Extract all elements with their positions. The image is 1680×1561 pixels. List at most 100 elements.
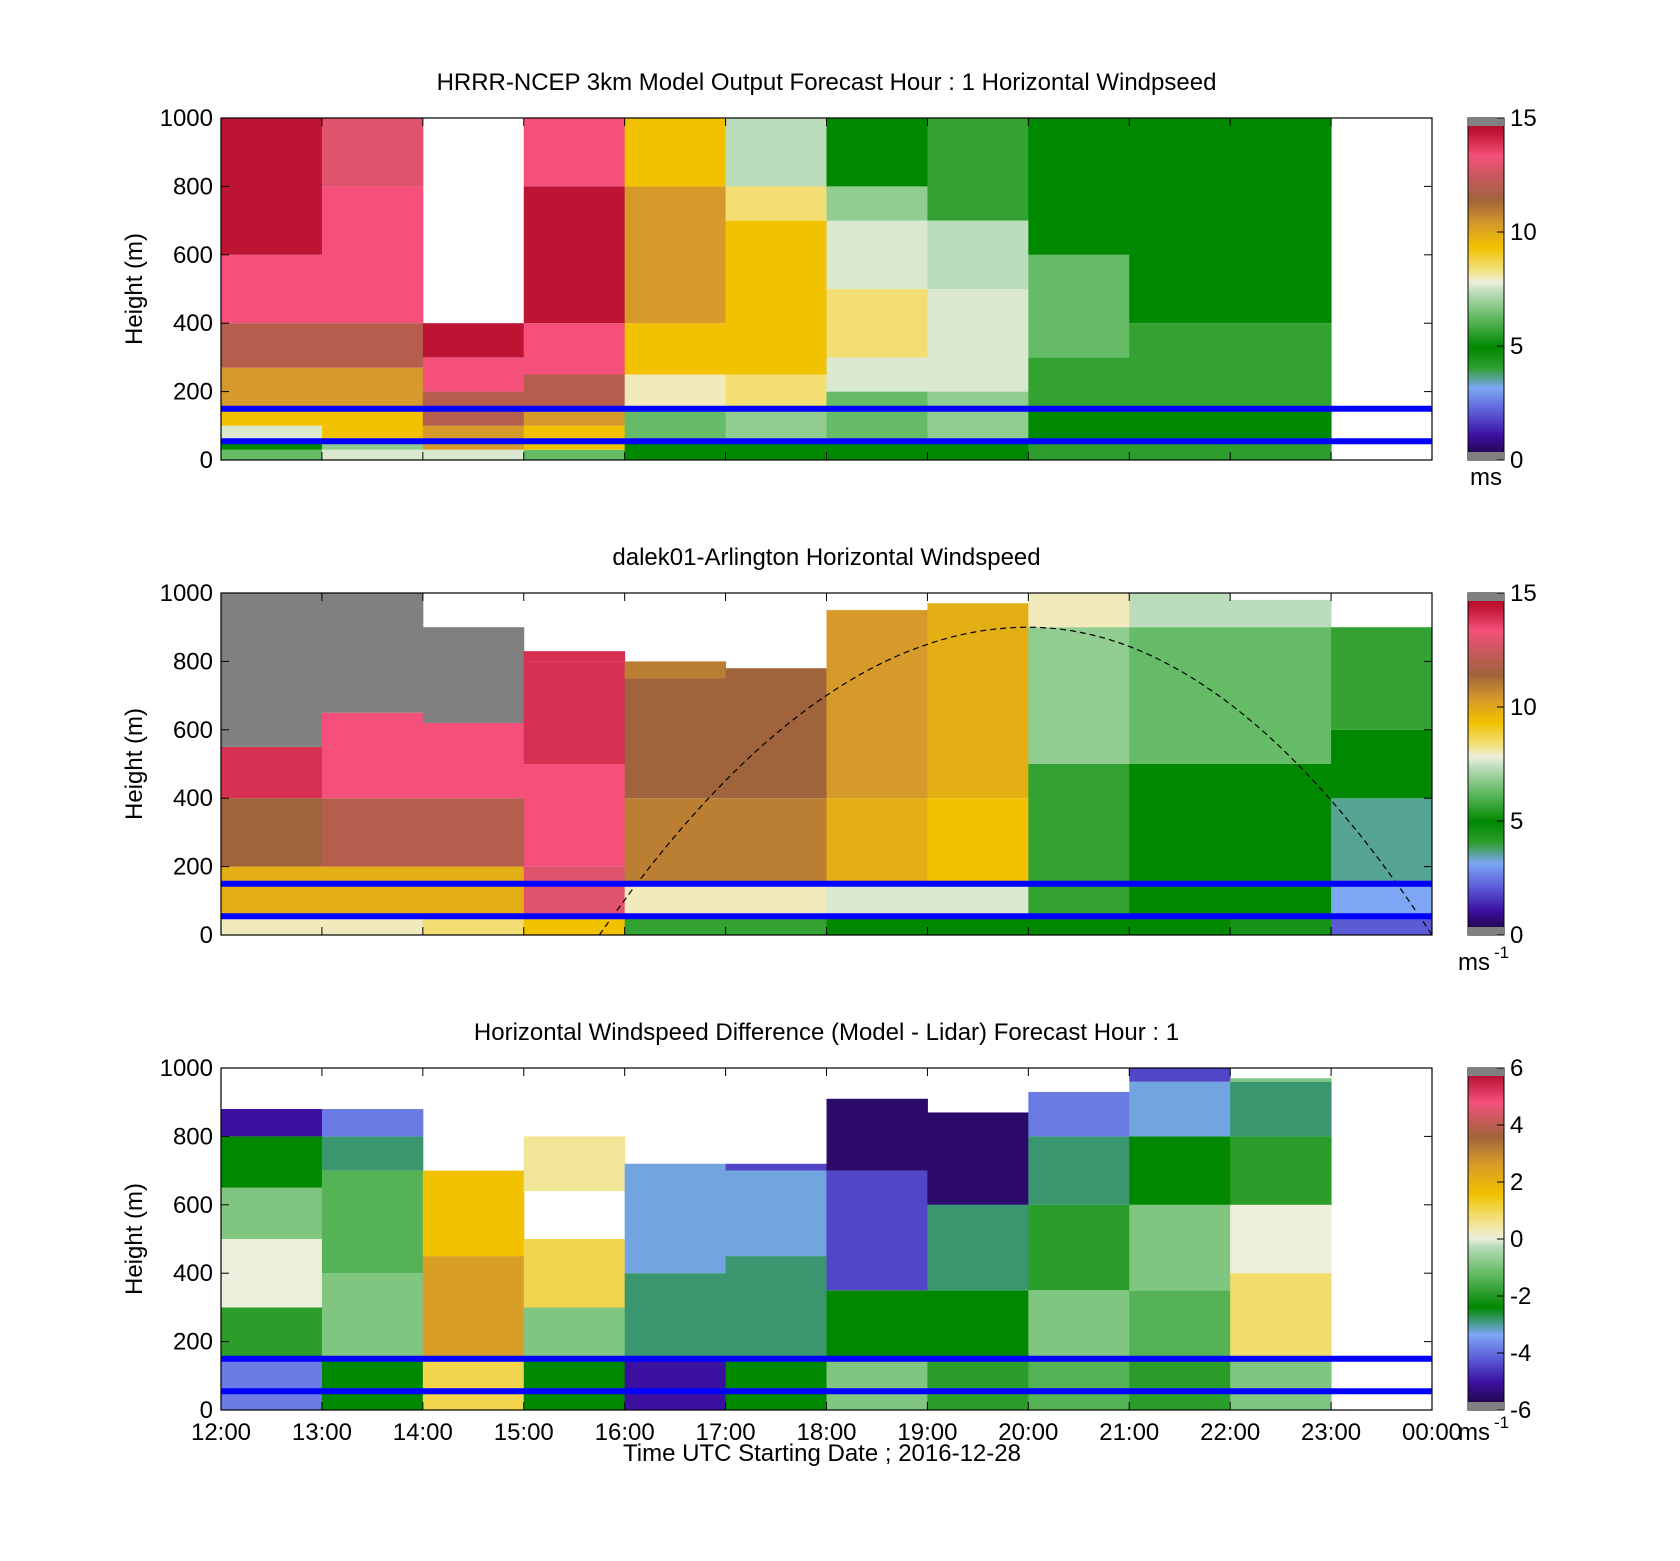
- panel-2-cell-8-2: [1028, 764, 1130, 884]
- panel-2-cell-2-4: [422, 627, 525, 723]
- x-tick-label-4: 16:00: [595, 1419, 655, 1446]
- panel-1-cell-0-1: [221, 439, 323, 450]
- panel-3-cell-9-3: [1129, 1136, 1231, 1205]
- panel-3-colorbar-over-cap: [1468, 1068, 1504, 1076]
- panel-1-colorbar-over-cap: [1468, 118, 1504, 126]
- x-tick-label-7: 19:00: [897, 1419, 957, 1446]
- panel-1-colorbar-tick-label-2: 10: [1510, 219, 1537, 246]
- panel-2-cell-1-2: [321, 798, 424, 867]
- panel-1-cell-1-4: [321, 323, 424, 368]
- panel-3-cell-5-2: [725, 1170, 827, 1257]
- panel-3-cell-8-1: [1028, 1290, 1130, 1359]
- panel-2: 0 200 400 600 800 1000 dalek01-Arlington Horiz…: [121, 544, 1537, 976]
- panel-3-cell-10-2: [1230, 1204, 1332, 1274]
- panel-1-cell-3-3: [523, 374, 626, 409]
- panel-1-cell-0-7: [221, 118, 323, 255]
- panel-3-cell-3-3: [523, 1136, 626, 1192]
- panel-3-colorbar-tick-label-6: 6: [1510, 1055, 1523, 1082]
- panel-3-cell-9-5: [1129, 1068, 1231, 1082]
- panel-2-cell-11-4: [1331, 627, 1433, 730]
- panel-3-cell-10-3: [1230, 1136, 1332, 1205]
- panel-1-colorbar-fill: [1467, 117, 1505, 461]
- panel-1-ytick-label-3: 600: [173, 242, 213, 269]
- panel-3-cell-6-3: [826, 1098, 928, 1171]
- panel-2-cell-2-1: [422, 866, 525, 915]
- panel-2-cell-11-2: [1331, 798, 1433, 884]
- panel-1-cell-2-4: [422, 323, 525, 358]
- panel-3-title: Horizontal Windspeed Difference (Model -…: [474, 1019, 1179, 1046]
- panel-1-cell-7-1: [927, 391, 1029, 440]
- panel-2-cell-7-2: [927, 798, 1029, 884]
- panel-1-cell-9-2: [1129, 323, 1231, 409]
- panel-3-cell-10-5: [1230, 1078, 1332, 1082]
- panel-1-cell-1-1: [321, 439, 424, 450]
- panel-1-cell-6-2: [826, 357, 928, 392]
- panel-3-cell-9-1: [1129, 1290, 1231, 1359]
- panel-2-cell-0-4: [221, 593, 323, 747]
- panel-2-cell-5-1: [725, 883, 827, 915]
- panel-1-cell-3-4: [523, 323, 626, 375]
- panel-1-cell-0-4: [221, 367, 323, 409]
- panel-1-cell-3-0: [523, 449, 626, 460]
- panel-3-cell-0-5: [221, 1109, 323, 1137]
- panel-2-cell-10-3: [1230, 627, 1332, 764]
- panel-1-cell-6-5: [826, 186, 928, 221]
- panel-3-cell-7-2: [927, 1204, 1029, 1291]
- x-tick-label-11: 23:00: [1301, 1419, 1361, 1446]
- panel-3-ytick-label-1: 200: [173, 1329, 213, 1356]
- panel-1-cell-4-5: [624, 118, 727, 187]
- panel-2-cell-10-2: [1230, 764, 1332, 884]
- x-tick-label-12: 00:00: [1402, 1419, 1462, 1446]
- panel-1-cell-10-2: [1230, 323, 1332, 409]
- panel-2-colorbar-over-cap: [1468, 593, 1504, 601]
- panel-1-cell-5-3: [725, 220, 827, 375]
- panel-1: 0 200 400 600 800 1000 HRRR-NCEP 3km Model Out…: [121, 69, 1537, 491]
- panel-1-ylabel: Height (m): [121, 233, 148, 345]
- panel-2-cell-9-1: [1129, 883, 1231, 915]
- panel-3-cell-3-1: [523, 1307, 626, 1359]
- panel-1-colorbar: 0 5 10 15 ms: [1467, 105, 1537, 491]
- panel-2-cell-0-0: [221, 914, 323, 935]
- panel-2-cell-3-2: [523, 764, 626, 867]
- panel-2-colorbar-tick-label-2: 10: [1510, 694, 1537, 721]
- panel-2-cell-5-0: [725, 914, 827, 935]
- panel-1-cell-3-5: [523, 186, 626, 324]
- panel-3-cell-5-0: [725, 1358, 827, 1410]
- panel-1-cell-3-1: [523, 425, 626, 450]
- x-tick-label-1: 13:00: [292, 1419, 352, 1446]
- panel-3-cell-2-1: [422, 1256, 525, 1359]
- panel-2-ytick-label-0: 0: [200, 922, 213, 949]
- panel-3-colorbar-unit: ms: [1458, 1419, 1490, 1446]
- panel-1-cell-4-4: [624, 186, 727, 324]
- panel-2-cell-0-2: [221, 798, 323, 867]
- panel-3-cell-6-0: [826, 1358, 928, 1410]
- panel-2-cell-9-0: [1129, 914, 1231, 935]
- panel-1-cell-8-1: [1028, 408, 1130, 440]
- panel-2-colorbar-fill: [1467, 592, 1505, 936]
- panel-2-cell-4-3: [624, 678, 727, 799]
- panel-3-cell-9-0: [1129, 1358, 1231, 1410]
- panel-3-cell-8-2: [1028, 1204, 1130, 1291]
- panel-3-cell-5-1: [725, 1256, 827, 1359]
- panel-2-cell-3-4: [523, 651, 626, 662]
- panel-2-cell-3-1: [523, 866, 626, 915]
- panel-2-colorbar-tick-label-3: 15: [1510, 580, 1537, 607]
- panel-2-cell-7-0: [927, 914, 1029, 935]
- x-tick-label-2: 14:00: [393, 1419, 453, 1446]
- panel-3-cell-8-0: [1028, 1358, 1130, 1410]
- panel-1-cell-0-5: [221, 323, 323, 368]
- panel-2-cell-6-0: [826, 914, 928, 935]
- panel-1-title: HRRR-NCEP 3km Model Output Forecast Hour…: [437, 69, 1217, 96]
- panel-1-cell-8-3: [1028, 254, 1130, 358]
- panel-3-ytick-label-5: 1000: [160, 1055, 213, 1082]
- panel-1-cell-1-6: [321, 118, 424, 187]
- panel-2-ytick-label-3: 600: [173, 717, 213, 744]
- panel-1-cell-5-5: [725, 118, 827, 187]
- panel-3-cell-7-1: [927, 1290, 1029, 1359]
- panel-2-cell-11-0: [1331, 914, 1433, 935]
- panel-2-cell-1-1: [321, 866, 424, 915]
- panel-1-colorbar-under-cap: [1468, 452, 1504, 460]
- panel-2-ytick-label-5: 1000: [160, 580, 213, 607]
- panel-2-title: dalek01-Arlington Horizontal Windspeed: [612, 544, 1040, 571]
- panel-2-cell-2-2: [422, 798, 525, 867]
